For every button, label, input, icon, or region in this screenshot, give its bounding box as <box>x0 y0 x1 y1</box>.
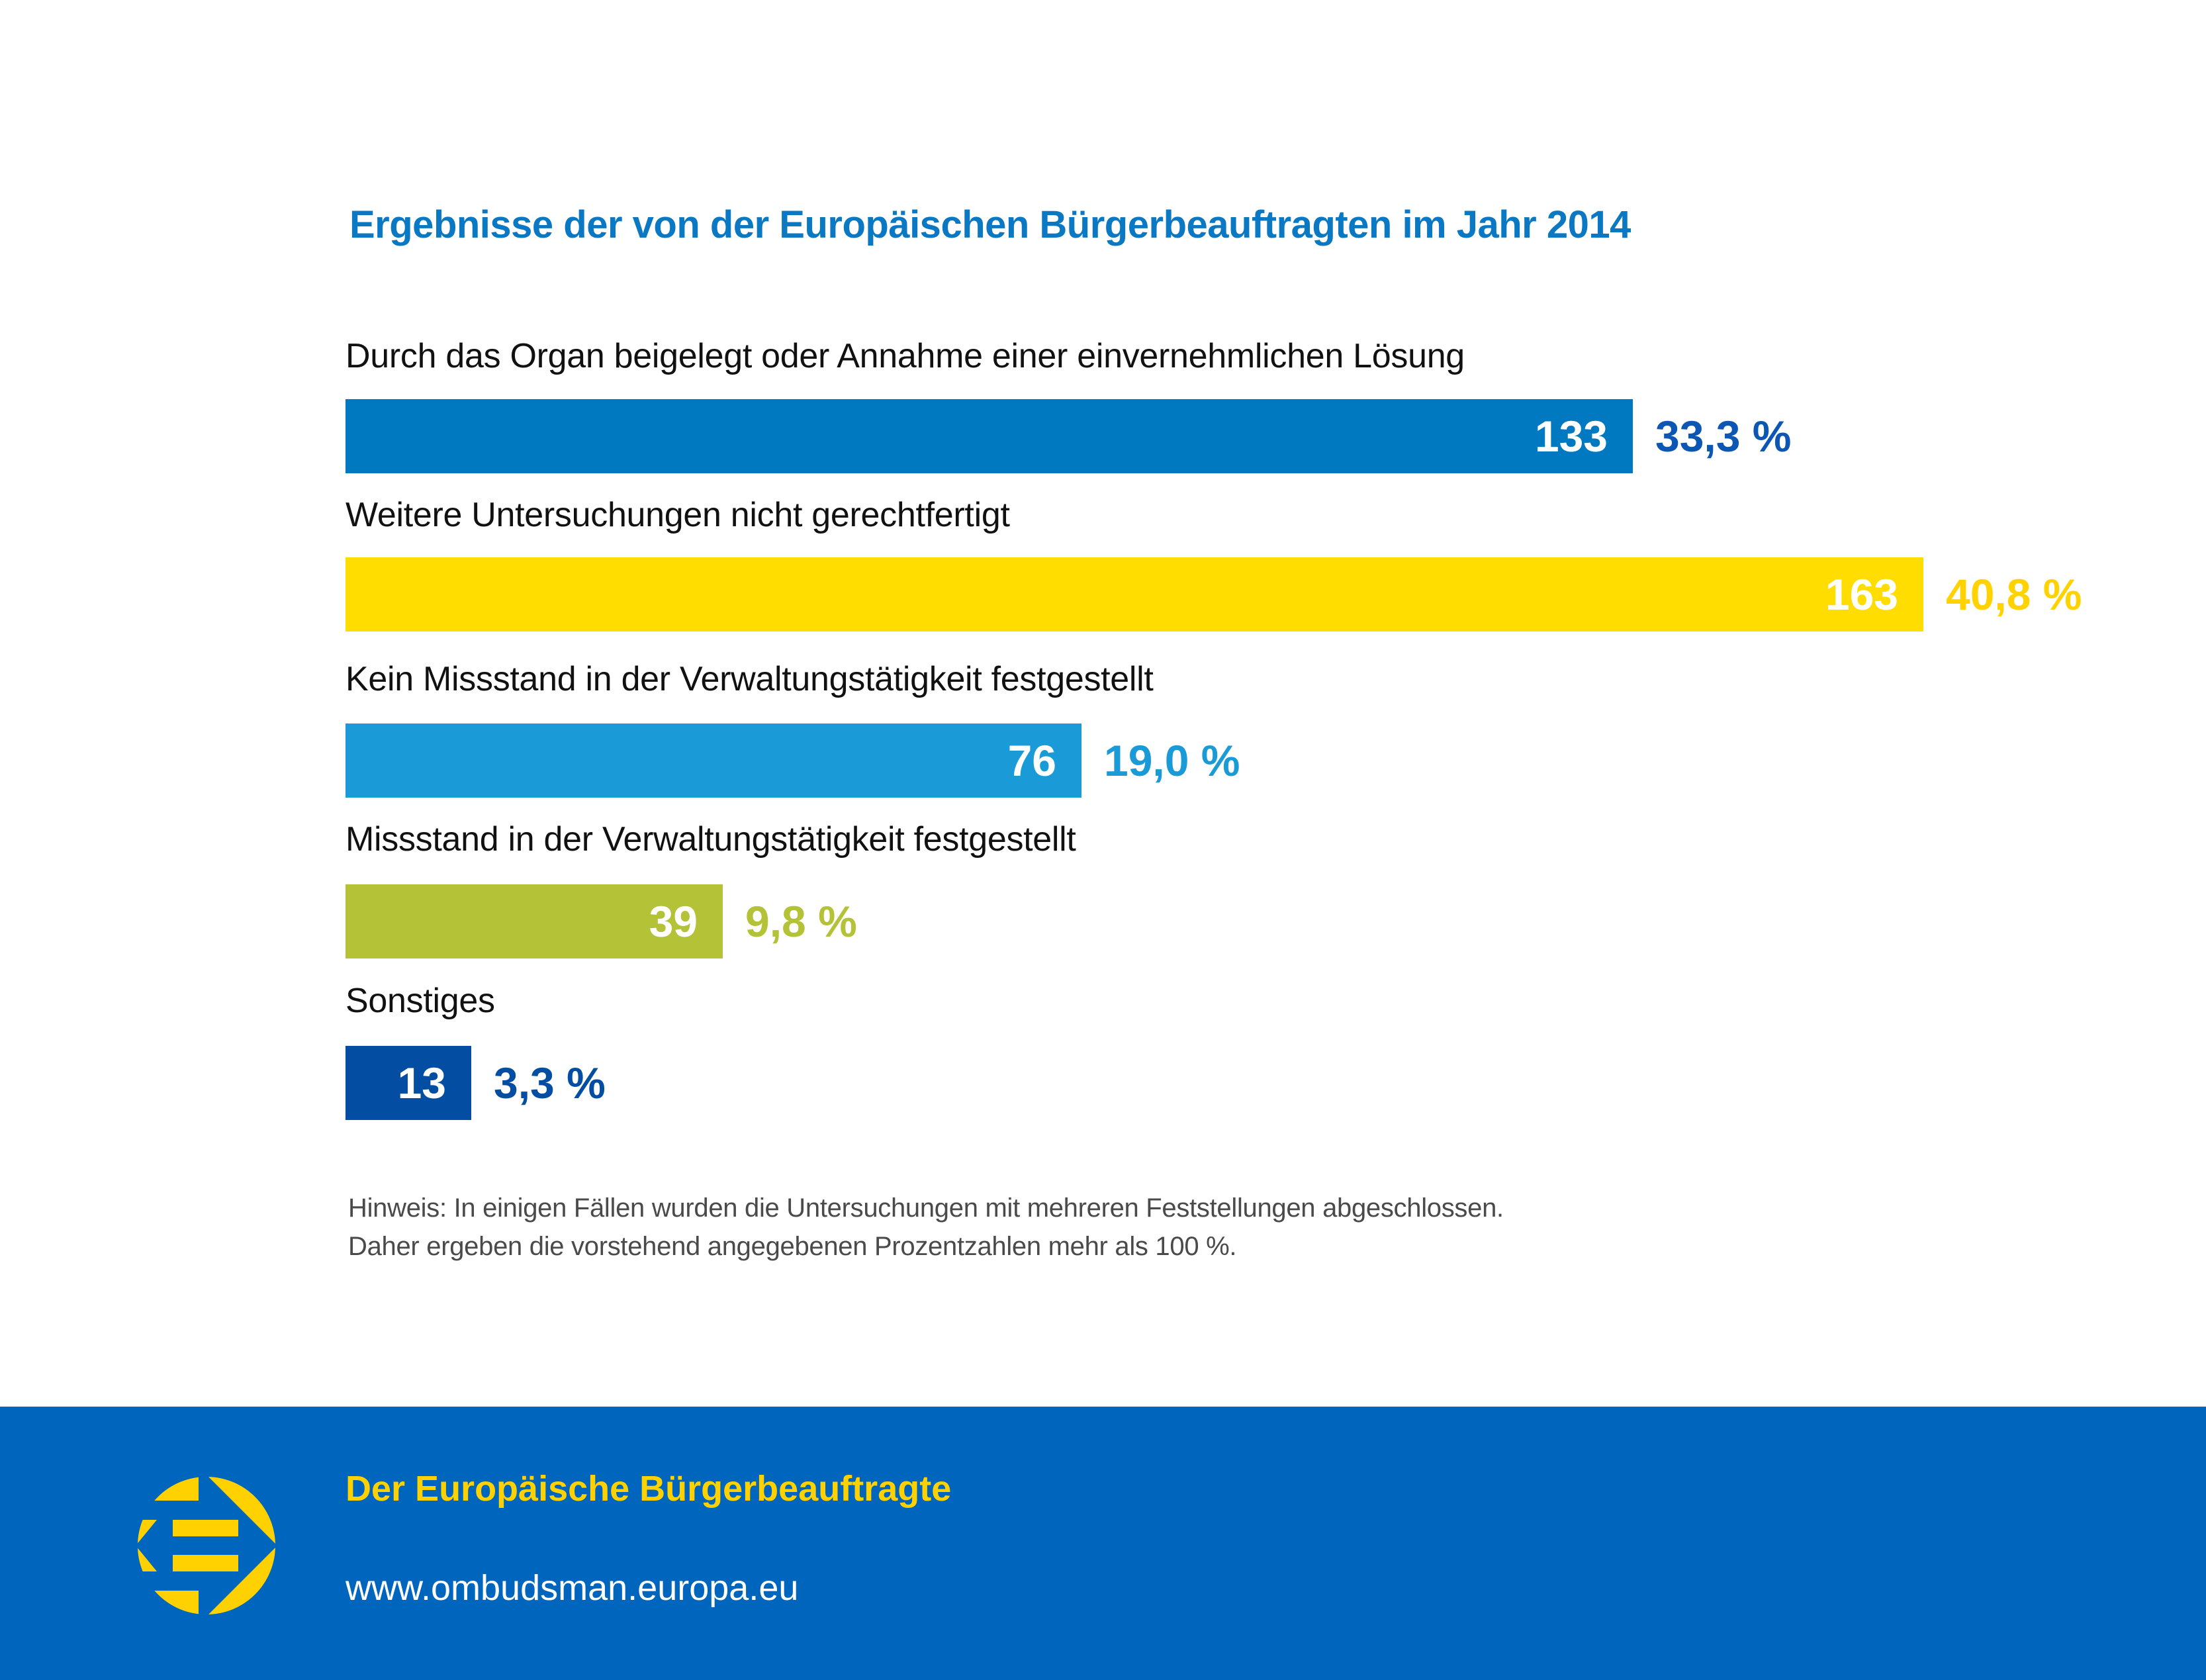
percent-label: 3,3 % <box>494 1058 606 1107</box>
note-line-1: Hinweis: In einigen Fällen wurden die Un… <box>348 1193 1504 1223</box>
chart-title: Ergebnisse der von der Europäischen Bürg… <box>349 203 1631 246</box>
footer-banner <box>0 1407 2206 1680</box>
category-label: Durch das Organ beigelegt oder Annahme e… <box>345 337 1465 375</box>
category-label: Missstand in der Verwaltungstätigkeit fe… <box>345 820 1076 859</box>
percent-label: 19,0 % <box>1104 736 1240 785</box>
bar-value-label: 13 <box>397 1058 446 1107</box>
category-label: Kein Missstand in der Verwaltungstätigke… <box>345 660 1154 698</box>
bar: 76 <box>345 723 1081 798</box>
bar-value-label: 39 <box>649 897 698 946</box>
bar-value-label: 133 <box>1534 412 1608 461</box>
category-label: Weitere Untersuchungen nicht gerechtfert… <box>345 496 1010 534</box>
percent-label: 9,8 % <box>745 897 857 946</box>
percent-label: 33,3 % <box>1655 412 1792 461</box>
footer-url-link[interactable]: www.ombudsman.europa.eu <box>345 1568 799 1608</box>
note-line-2: Daher ergeben die vorstehend angegebenen… <box>348 1232 1237 1261</box>
chart-note: Hinweis: In einigen Fällen wurden die Un… <box>348 1189 1504 1266</box>
bar: 163 <box>345 557 1923 631</box>
european-ombudsman-logo-icon <box>138 1477 275 1614</box>
percent-label: 40,8 % <box>1946 570 2082 619</box>
bar-value-label: 76 <box>1007 736 1056 785</box>
category-label: Sonstiges <box>345 982 495 1020</box>
bar: 133 <box>345 399 1633 473</box>
footer-title: Der Europäische Bürgerbeauftragte <box>345 1469 952 1509</box>
bar: 13 <box>345 1046 471 1120</box>
bar-value-label: 163 <box>1825 570 1898 619</box>
bar: 39 <box>345 884 723 958</box>
